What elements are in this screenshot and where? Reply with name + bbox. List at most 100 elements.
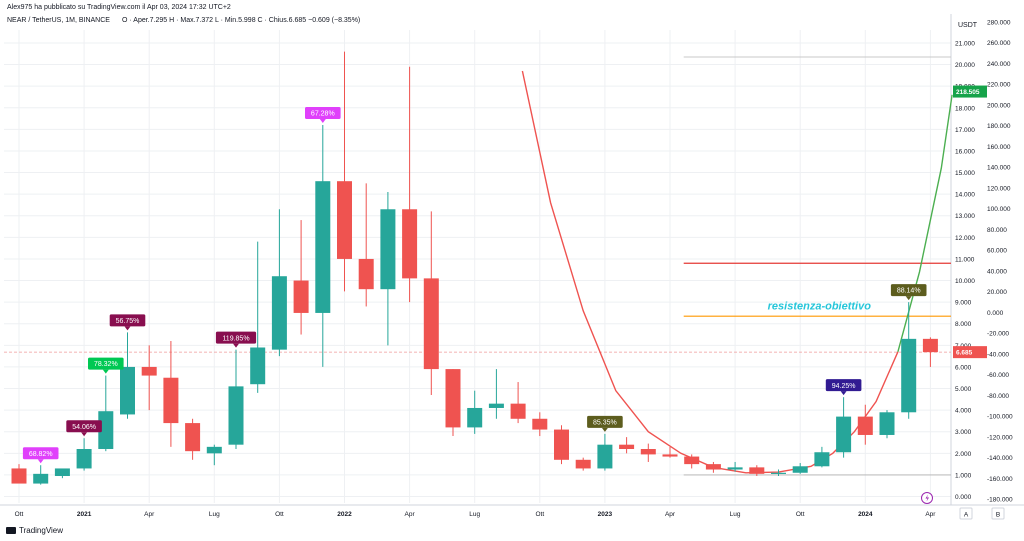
- secondary-scale-tick: 160.000: [987, 144, 1011, 151]
- percent-label-pointer: [102, 369, 109, 374]
- price-scale-tick: 6.000: [955, 364, 972, 371]
- percent-label-bg: [22, 447, 59, 460]
- candle-body[interactable]: [228, 386, 244, 445]
- secondary-scale-tick: -180.000: [987, 497, 1013, 504]
- time-scale-tick: 2021: [77, 511, 92, 518]
- candle-body[interactable]: [120, 366, 135, 415]
- secondary-scale-tick: -160.000: [987, 476, 1013, 483]
- time-scale-tick: Ott: [796, 511, 805, 518]
- candle-body[interactable]: [662, 454, 678, 457]
- candle-body[interactable]: [402, 209, 418, 279]
- resistance-target-annotation[interactable]: resistenza-obiettivo: [768, 301, 872, 313]
- percent-label[interactable]: 67.28%: [311, 111, 335, 118]
- percent-label[interactable]: 94.25%: [832, 383, 856, 390]
- candle-body[interactable]: [619, 444, 635, 450]
- percent-label-pointer: [124, 326, 131, 331]
- time-scale-tick: Apr: [405, 511, 416, 518]
- candle-body[interactable]: [54, 468, 70, 477]
- secondary-scale-tick: -40.000: [987, 351, 1009, 358]
- time-scale-tick: Apr: [665, 511, 676, 518]
- candle-body[interactable]: [206, 446, 222, 454]
- price-scale-tick: 1.000: [955, 472, 972, 479]
- candle-body[interactable]: [749, 467, 765, 474]
- candle-body[interactable]: [141, 366, 157, 376]
- candle-body[interactable]: [857, 416, 873, 435]
- candle-body[interactable]: [76, 449, 92, 469]
- candle-body[interactable]: [423, 278, 439, 370]
- candle-body[interactable]: [98, 411, 114, 450]
- candle-body[interactable]: [510, 403, 526, 419]
- percent-label-pointer: [37, 459, 44, 464]
- candle-body[interactable]: [922, 338, 938, 353]
- price-scale-tick: 8.000: [955, 321, 972, 328]
- percent-label[interactable]: 85.35%: [593, 419, 617, 426]
- time-scale-tick: Apr: [144, 511, 155, 518]
- candle-body[interactable]: [380, 209, 396, 290]
- secondary-scale-tick: -120.000: [987, 434, 1013, 441]
- secondary-scale-tick: 20.000: [987, 289, 1007, 296]
- candle-body[interactable]: [901, 338, 917, 413]
- secondary-scale-tick: -80.000: [987, 393, 1009, 400]
- candle-body[interactable]: [315, 181, 331, 313]
- candle-body[interactable]: [337, 181, 352, 259]
- secondary-scale-tick: 0.000: [987, 310, 1004, 317]
- percent-label[interactable]: 119.85%: [222, 335, 249, 342]
- candle-body[interactable]: [879, 412, 895, 435]
- secondary-scale-tick: -20.000: [987, 331, 1009, 338]
- candle-body[interactable]: [705, 464, 721, 470]
- candle-body[interactable]: [727, 467, 743, 470]
- secondary-scale-tick: 200.000: [987, 102, 1011, 109]
- price-scale-tick: 16.000: [955, 148, 975, 155]
- percent-label[interactable]: 78.32%: [94, 361, 118, 368]
- brand-text: TradingView: [19, 526, 64, 535]
- candle-body[interactable]: [467, 407, 483, 428]
- percent-label[interactable]: 56.75%: [116, 318, 140, 325]
- symbol-title[interactable]: NEAR / TetherUS, 1M, BINANCE: [7, 17, 110, 24]
- log-scale-button[interactable]: [991, 507, 1005, 520]
- candle-body[interactable]: [575, 459, 591, 469]
- candle-body[interactable]: [792, 466, 808, 473]
- percent-label-bg: [88, 357, 124, 370]
- percent-label-bg: [215, 331, 257, 344]
- secondary-scale-tick: 240.000: [987, 61, 1011, 68]
- candle-body[interactable]: [684, 456, 700, 465]
- price-scale-tick: 4.000: [955, 408, 972, 415]
- time-scale-tick: Lug: [209, 511, 220, 518]
- price-scale-tick: 20.000: [955, 62, 975, 69]
- auto-scale-label: A: [964, 512, 969, 519]
- time-scale-tick: Ott: [15, 511, 24, 518]
- secondary-scale-tick: -140.000: [987, 455, 1013, 462]
- percent-label[interactable]: 54.06%: [72, 424, 96, 431]
- candle-body[interactable]: [250, 347, 266, 385]
- candle-body[interactable]: [532, 418, 548, 430]
- auto-scale-button[interactable]: [959, 507, 973, 520]
- currency-label: USDT: [958, 22, 978, 29]
- candle-body[interactable]: [271, 276, 287, 350]
- percent-label[interactable]: 68.82%: [29, 451, 53, 458]
- candle-body[interactable]: [814, 452, 830, 467]
- candle-body[interactable]: [640, 449, 656, 455]
- candle-body[interactable]: [33, 473, 49, 484]
- candle-body[interactable]: [597, 444, 613, 469]
- price-badge-bg: [953, 346, 987, 359]
- candle-body[interactable]: [11, 468, 27, 484]
- candle-body[interactable]: [163, 377, 179, 424]
- candle-body[interactable]: [445, 369, 461, 428]
- candle-body[interactable]: [488, 403, 504, 408]
- price-scale-tick: 10.000: [955, 278, 975, 285]
- time-scale-tick: 2022: [337, 511, 352, 518]
- time-scale-tick: Ott: [535, 511, 544, 518]
- candle-body[interactable]: [771, 472, 786, 474]
- secondary-scale-tick: 260.000: [987, 40, 1011, 47]
- secondary-scale-tick: 80.000: [987, 227, 1007, 234]
- candle-body[interactable]: [293, 280, 309, 313]
- tradingview-logo[interactable]: TradingView: [6, 526, 63, 535]
- price-badge: 6.685: [956, 350, 973, 357]
- percent-label[interactable]: 88.14%: [897, 288, 921, 295]
- percent-label-pointer: [601, 427, 608, 432]
- candle-body[interactable]: [836, 416, 852, 453]
- candle-body[interactable]: [554, 429, 569, 460]
- candle-body[interactable]: [185, 423, 201, 452]
- candle-body[interactable]: [358, 258, 374, 290]
